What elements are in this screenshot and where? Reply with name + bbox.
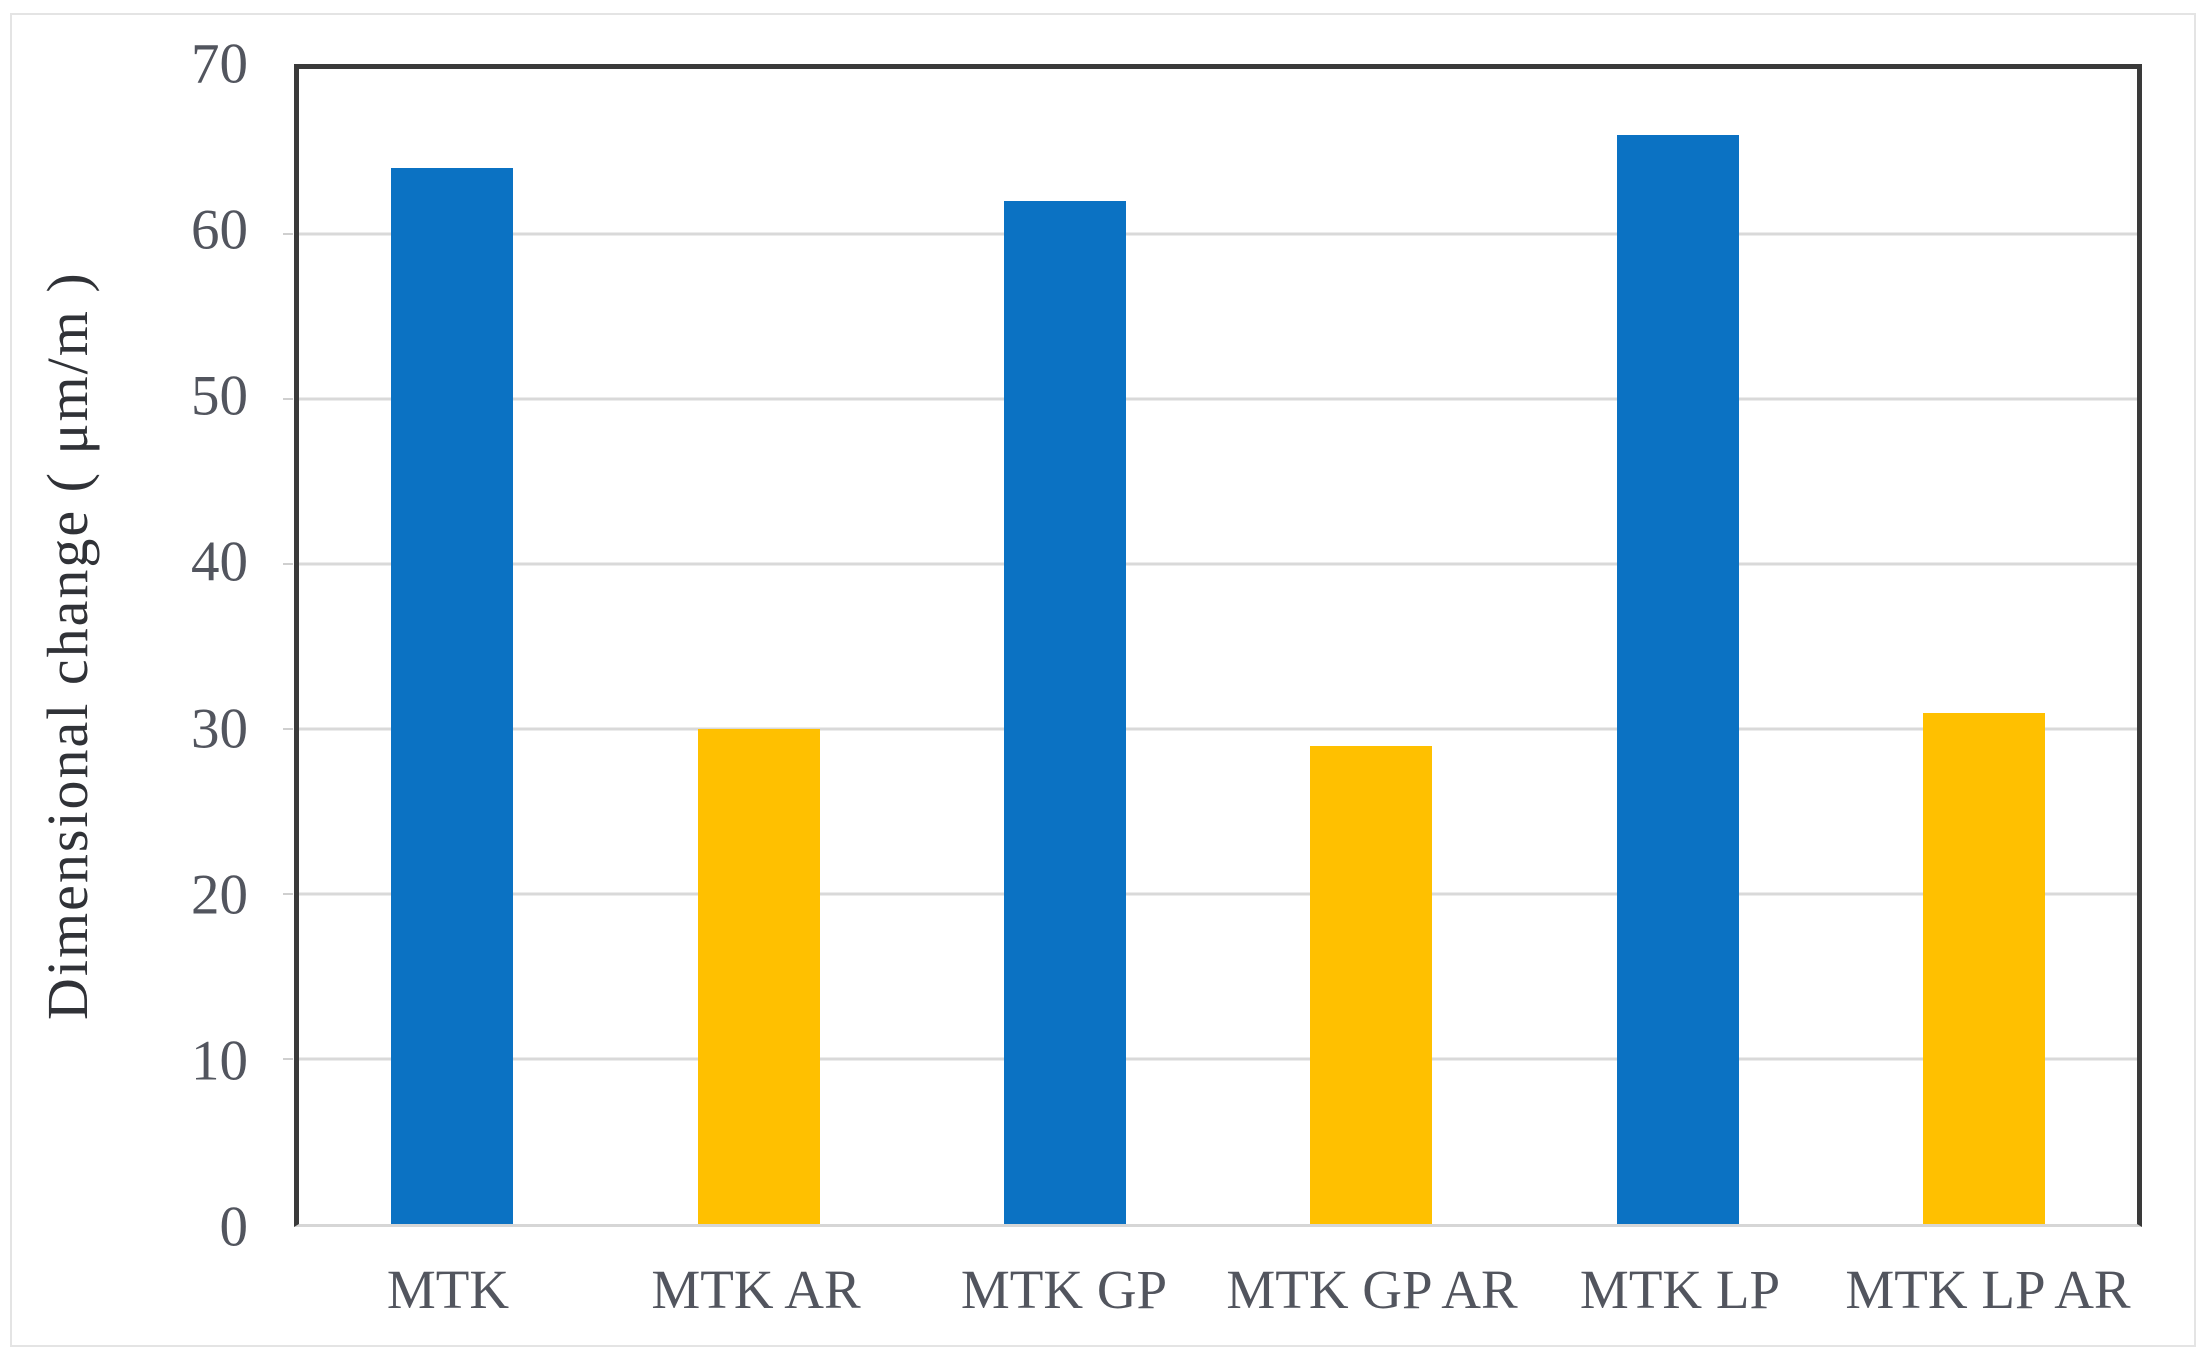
gridline-y-30: [299, 727, 2137, 731]
y-tickmark-40: [283, 563, 293, 565]
y-tickmark-60: [283, 233, 293, 235]
x-label-mtk-gp: MTK GP: [960, 1259, 1168, 1320]
y-axis-tick-labels: 0 10 20 30 40 50 60 70: [80, 36, 248, 1256]
gridline-y-60: [299, 232, 2137, 236]
x-label-mtk-gp-ar: MTK GP AR: [1226, 1259, 1518, 1320]
bar-mtk-gp-ar: [1310, 745, 1433, 1224]
y-tickmark-50: [283, 398, 293, 400]
gridline-y-10: [299, 1057, 2137, 1061]
y-tickmark-20: [283, 893, 293, 895]
x-label-mtk: MTK: [386, 1259, 510, 1320]
y-tick-label-70: 70: [191, 32, 248, 96]
bar-mtk: [391, 168, 514, 1224]
y-tickmark-10: [283, 1058, 293, 1060]
y-tick-label-10: 10: [191, 1029, 248, 1093]
bar-mtk-ar: [697, 729, 820, 1224]
bar-mtk-lp: [1616, 135, 1739, 1224]
y-tick-label-40: 40: [191, 530, 248, 594]
gridline-y-40: [299, 562, 2137, 566]
y-tick-label-60: 60: [191, 198, 248, 262]
y-tick-label-30: 30: [191, 697, 248, 761]
gridline-y-50: [299, 397, 2137, 401]
y-tick-label-0: 0: [219, 1195, 249, 1259]
y-tick-label-50: 50: [191, 364, 248, 428]
bar-mtk-lp-ar: [1922, 712, 2045, 1224]
bar-mtk-gp: [1003, 201, 1126, 1224]
x-label-mtk-ar: MTK AR: [651, 1259, 861, 1320]
y-tickmark-30: [283, 728, 293, 730]
plot-area: [283, 64, 2142, 1227]
gridline-y-20: [299, 892, 2137, 896]
x-axis-category-labels: MTK MTK AR MTK GP MTK GP AR MTK LP MTK LP AR: [294, 1262, 2142, 1342]
y-tick-label-20: 20: [191, 863, 248, 927]
x-label-mtk-lp: MTK LP: [1579, 1259, 1781, 1320]
x-label-mtk-lp-ar: MTK LP AR: [1845, 1259, 2131, 1320]
